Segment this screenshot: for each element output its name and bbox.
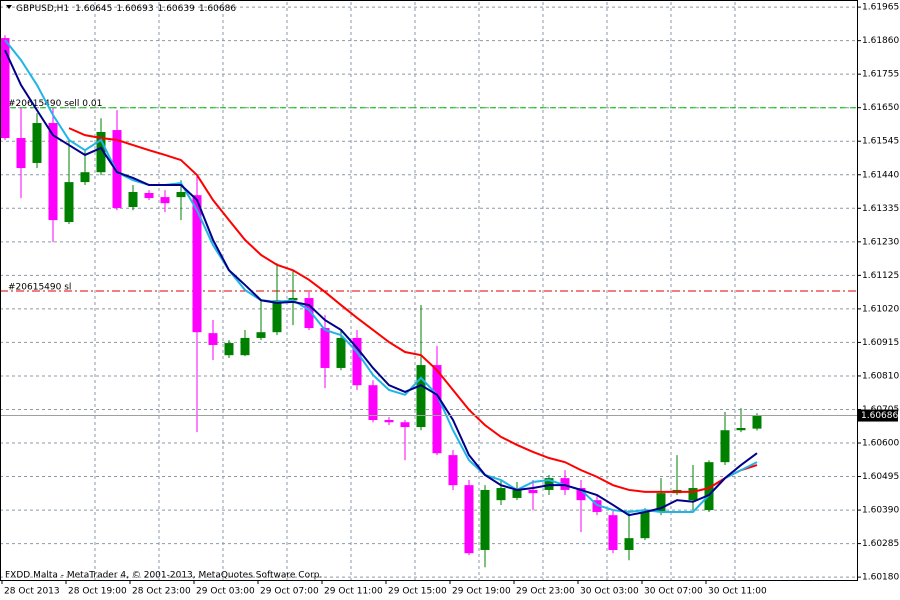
candle-body [608,515,618,550]
candle-body [592,500,602,512]
candle-body [240,337,250,356]
candle-body [176,192,186,198]
candle-body [560,478,570,490]
x-tick-label: 29 Oct 19:00 [452,587,511,597]
candle-body [0,38,10,139]
candle-body [464,485,474,554]
x-tick-label: 29 Oct 23:00 [516,587,575,597]
high: 1.60693 [116,4,153,14]
order-label: #20615490 sell 0.01 [8,99,102,109]
candle-body [400,422,410,428]
plot: #20615490 sell 0.01 #20615490 sl [0,35,857,568]
moving-average [68,127,758,493]
candle-body [96,131,106,173]
y-tick-label: 1.60495 [862,472,899,482]
candle-body [496,488,506,501]
open: 1.60645 [75,4,112,14]
candle-body [16,138,26,169]
candle-body [384,420,394,423]
x-tick-label: 30 Oct 11:00 [708,587,767,597]
candle-body [512,489,522,498]
x-tick-label: 28 Oct 23:00 [132,587,191,597]
low: 1.60639 [158,4,195,14]
footer: FXDD Malta - MetaTrader 4, © 2001-2013, … [5,571,322,581]
candle-body [320,328,330,368]
menu-arrow[interactable] [6,5,12,9]
x-tick-label: 30 Oct 07:00 [644,587,703,597]
candle-body [704,462,714,511]
candle-body [304,298,314,329]
price-label: 1.60686 [861,411,898,421]
order-label: #20615490 sl [8,283,71,293]
candle-body [624,538,634,550]
candle-body [416,365,426,428]
y-tick-label: 1.60810 [862,371,899,381]
plot-frame [0,0,858,581]
candle-body [80,172,90,183]
candle-body [432,365,442,454]
price-box [858,409,898,422]
y-tick-label: 1.60915 [862,338,899,348]
y-tick-label: 1.61440 [862,170,899,180]
candle-body [64,182,74,223]
candle-body [656,493,666,512]
y-tick-label: 1.61020 [862,304,899,314]
candle-body [480,489,490,550]
grid [0,2,857,580]
y-tick-label: 1.60390 [862,506,899,516]
y-tick-label: 1.61545 [862,137,899,147]
candle-body [256,332,266,338]
candle-body [128,192,138,208]
candle-body [736,427,746,431]
candle-body [368,385,378,421]
symbol: GBPUSD,H1 [16,4,69,14]
y-tick-label: 1.61650 [862,103,899,113]
candle-body [160,197,170,204]
candle-body [192,195,202,333]
x-tick-label: 29 Oct 07:00 [260,587,319,597]
candle-body [336,337,346,368]
y-tick-label: 1.61125 [862,271,899,281]
candle-body [144,192,154,199]
candle-body [720,430,730,463]
y-tick-label: 1.60600 [862,439,899,449]
y-tick-label: 1.61965 [862,3,899,13]
moving-average [4,49,758,517]
close: 1.60686 [199,4,236,14]
candle-body [224,343,234,356]
candle-body [112,130,122,208]
y-tick-label: 1.61230 [862,237,899,247]
candle-body [528,489,538,494]
y-tick-label: 1.61860 [862,36,899,46]
y-tick-label: 1.61335 [862,204,899,214]
x-tick-label: 28 Oct 19:00 [68,587,127,597]
candle-body [752,415,762,429]
candle-body [688,488,698,501]
candle-body [48,123,58,221]
moving-average [4,39,758,513]
candle-body [544,478,554,490]
candle-body [448,455,458,486]
candle-body [576,488,586,501]
y-tick-label: 1.60180 [862,573,899,583]
y-tick-label: 1.60285 [862,539,899,549]
candle-body [288,298,298,301]
candle-body [208,333,218,345]
header: GBPUSD,H1 1.60645 1.60693 1.60639 1.60686 [16,4,236,14]
y-tick-label: 1.61755 [862,70,899,80]
x-tick-label: 29 Oct 11:00 [324,587,383,597]
x-tick-label: 29 Oct 15:00 [388,587,447,597]
candle-body [272,300,282,333]
candle-body [352,337,362,386]
x-tick-label: 28 Oct 2013 [4,587,60,597]
candle-body [32,123,42,163]
x-tick-label: 29 Oct 03:00 [196,587,255,597]
x-tick-label: 30 Oct 03:00 [580,587,639,597]
candle-body [640,511,650,539]
